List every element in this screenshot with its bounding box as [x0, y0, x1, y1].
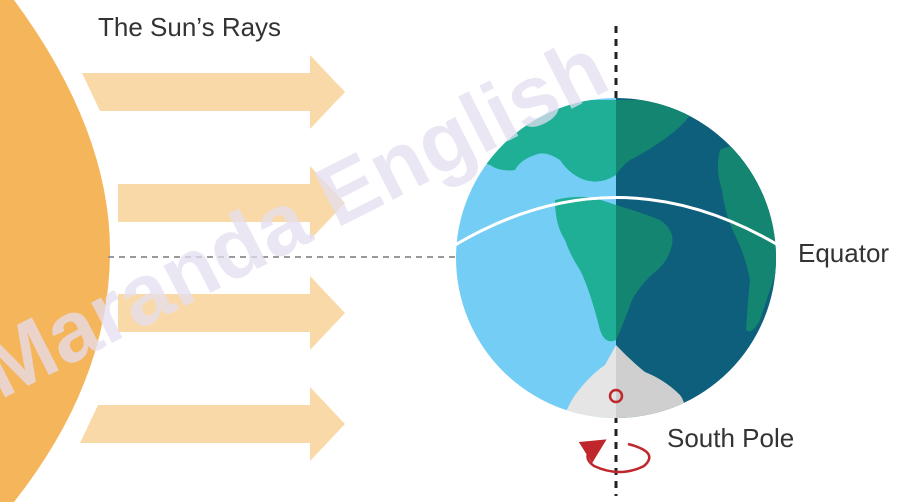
ray-arrow — [80, 387, 345, 461]
sun-rays — [80, 55, 345, 461]
earth-globe — [456, 98, 776, 418]
antarctica-ice — [560, 345, 616, 418]
equator-label: Equator — [798, 238, 890, 268]
rotation-arrow-icon — [578, 439, 651, 474]
south-america-land — [555, 196, 616, 342]
ray-arrow — [118, 166, 345, 240]
south-pole-label: South Pole — [667, 423, 795, 453]
south-america-land-shadow — [616, 205, 673, 340]
sun-rays-label: The Sun’s Rays — [98, 12, 282, 42]
equator-line — [454, 196, 779, 247]
northern-land-night — [616, 100, 700, 175]
sun — [0, 0, 110, 502]
ray-arrow — [82, 55, 345, 129]
ray-arrow — [118, 276, 345, 350]
antarctica-ice-shadow — [616, 345, 686, 418]
south-pole-marker-icon — [608, 388, 624, 404]
